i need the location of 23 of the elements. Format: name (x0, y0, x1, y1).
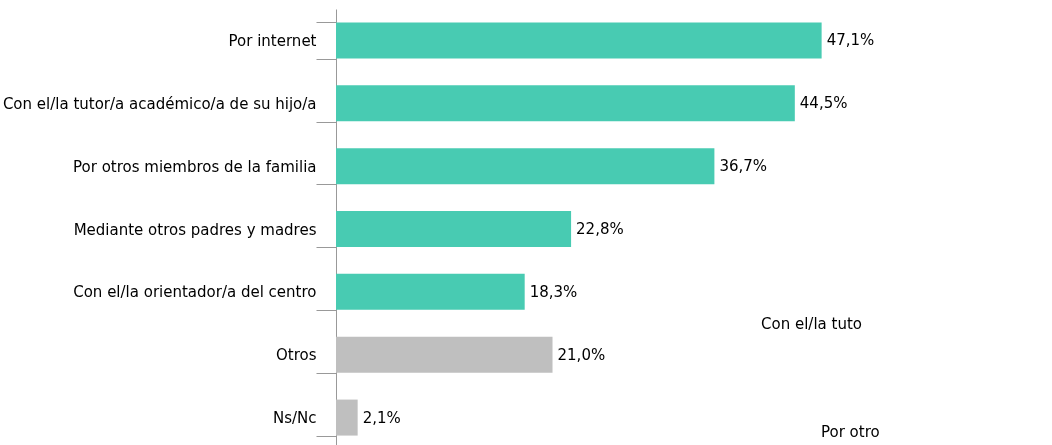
y-tick-label: Con el/la tutor/a académico/a de su hijo/a (2, 94, 317, 113)
data-label: 21,0% (557, 345, 606, 364)
y-tick-label: Ns/Nc (272, 409, 317, 428)
bar (336, 273, 525, 310)
data-label: 22,8% (576, 220, 624, 238)
bar (336, 336, 553, 373)
y-tick-label: Mediante otros padres y madres (73, 220, 317, 239)
bar (336, 211, 572, 247)
annotation: Con el/la tuto (761, 315, 862, 333)
data-label: 36,7% (719, 157, 768, 176)
data-label: 47,1% (826, 31, 875, 50)
annotation: Por otro (821, 423, 880, 441)
bar (336, 148, 715, 185)
data-label: 2,1% (362, 408, 401, 427)
y-tick-label: Con el/la orientador/a del centro (73, 283, 317, 302)
bar (336, 22, 822, 59)
data-label: 44,5% (799, 94, 848, 113)
bar (336, 85, 795, 122)
data-label: 18,3% (529, 282, 578, 301)
bar (336, 399, 358, 436)
y-tick-label: Otros (275, 346, 317, 365)
y-tick-label: Por otros miembros de la familia (73, 157, 317, 176)
y-tick-label: Por internet (228, 31, 317, 50)
